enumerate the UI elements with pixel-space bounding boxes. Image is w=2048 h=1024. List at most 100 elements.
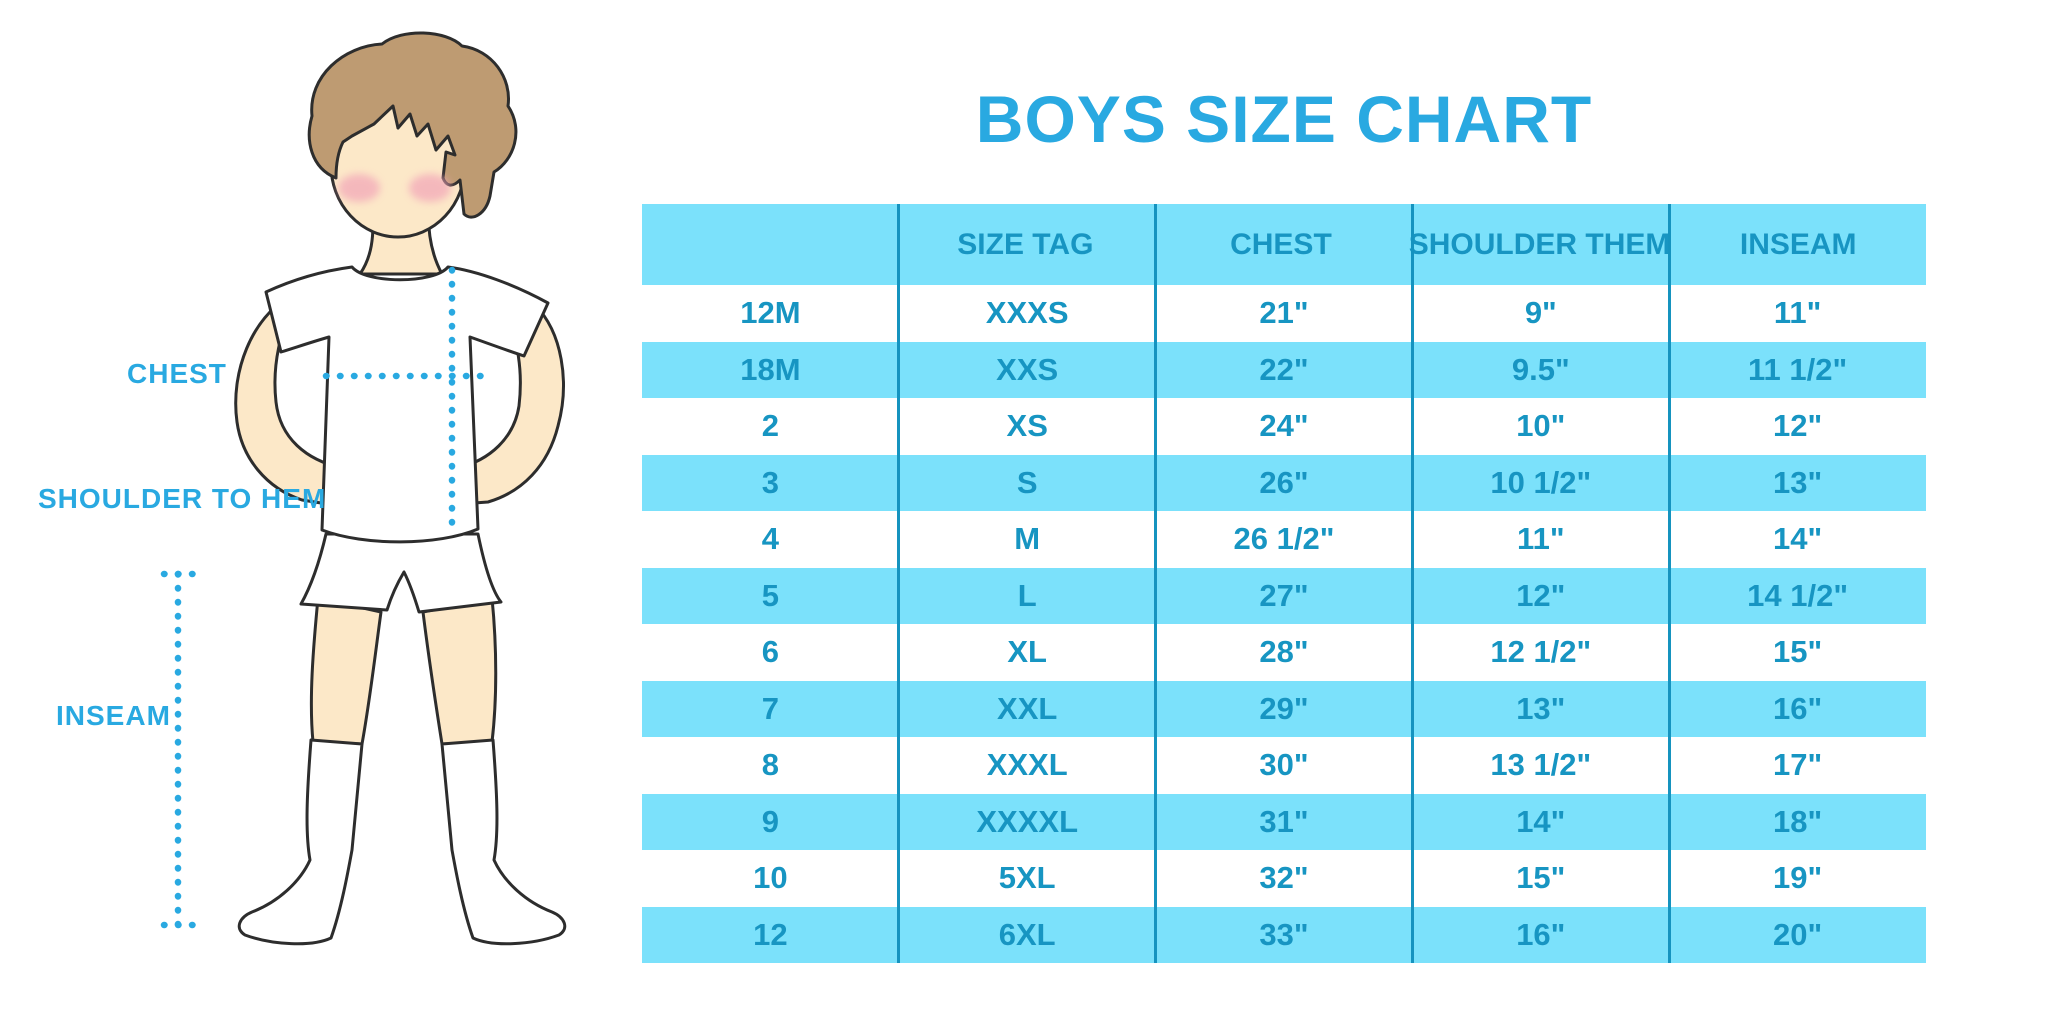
table-cell: 12 1/2" bbox=[1490, 634, 1592, 669]
table-cell: M bbox=[1014, 521, 1041, 556]
table-cell: 28" bbox=[1259, 634, 1309, 669]
table-cell: 10 1/2" bbox=[1490, 464, 1592, 500]
header-cell: INSEAM bbox=[1739, 228, 1857, 261]
table-cell: 31" bbox=[1259, 803, 1309, 839]
table-cell: L bbox=[1017, 577, 1037, 613]
header-cell: SIZE TAG bbox=[957, 228, 1094, 261]
table-row: 10 5XL 32" 15" 19" bbox=[642, 850, 1926, 907]
table-cell: 5XL bbox=[998, 860, 1056, 895]
table-cell: 3 bbox=[761, 464, 780, 500]
chest-label: CHEST bbox=[127, 358, 227, 389]
boy-measurement-figure: CHEST SHOULDER TO HEM INSEAM bbox=[0, 0, 620, 1024]
page-title: BOYS SIZE CHART bbox=[975, 82, 1593, 157]
table-cell: 16" bbox=[1772, 690, 1823, 726]
table-row: 12M XXXS 21" 9" 11" bbox=[642, 285, 1926, 342]
table-cell: 30" bbox=[1259, 747, 1309, 782]
table-cell: 5 bbox=[761, 577, 780, 613]
boy-illustration bbox=[160, 31, 567, 946]
table-cell: XXXS bbox=[985, 295, 1069, 330]
table-cell: 32" bbox=[1259, 860, 1309, 895]
table-cell: 14 1/2" bbox=[1747, 577, 1849, 613]
column-divider bbox=[897, 204, 901, 963]
table-cell: 29" bbox=[1259, 690, 1309, 726]
table-cell: XXXXL bbox=[976, 803, 1079, 839]
header-cell: SHOULDER THEM bbox=[1408, 228, 1671, 261]
table-cell: 6 bbox=[761, 634, 780, 669]
table-cell: 12 bbox=[753, 916, 788, 952]
boy-right-cheek bbox=[409, 174, 451, 202]
shoulder-to-hem-label: SHOULDER TO HEM bbox=[38, 483, 327, 514]
table-row: 18M XXS 22" 9.5" 11 1/2" bbox=[642, 341, 1926, 398]
boy-left-leg bbox=[309, 596, 383, 746]
table-row: 8 XXXL 30" 13 1/2" 17" bbox=[642, 737, 1926, 794]
table-cell: 11 1/2" bbox=[1747, 351, 1848, 387]
table-cell: 6XL bbox=[998, 916, 1056, 952]
table-cell: 24" bbox=[1259, 408, 1309, 443]
table-cell: 18M bbox=[740, 351, 801, 387]
column-divider bbox=[1410, 204, 1414, 963]
table-cell: 12" bbox=[1772, 408, 1823, 443]
table-cell: XS bbox=[1006, 408, 1048, 443]
table-row: 12 6XL 33" 16" 20" bbox=[642, 906, 1926, 963]
table-cell: 14" bbox=[1516, 803, 1566, 839]
column-divider bbox=[1154, 204, 1158, 963]
table-cell: 8 bbox=[761, 747, 780, 782]
table-cell: 14" bbox=[1772, 521, 1823, 556]
table-cell: 13 1/2" bbox=[1490, 747, 1592, 782]
table-cell: 15" bbox=[1772, 634, 1823, 669]
table-row: 9 XXXXL 31" 14" 18" bbox=[642, 793, 1926, 850]
boy-hair bbox=[307, 31, 518, 219]
table-cell: 27" bbox=[1259, 577, 1309, 613]
table-cell: 11" bbox=[1517, 521, 1565, 556]
inseam-label: INSEAM bbox=[56, 700, 171, 731]
boy-shirt bbox=[264, 265, 550, 544]
table-cell: 20" bbox=[1772, 916, 1823, 952]
table-cell: 9 bbox=[761, 803, 780, 839]
table-row: 7 XXL 29" 13" 16" bbox=[642, 680, 1926, 737]
table-cell: 11" bbox=[1773, 295, 1822, 330]
boy-right-sock bbox=[440, 738, 567, 946]
table-cell: XL bbox=[1007, 634, 1047, 669]
table-cell: 19" bbox=[1772, 860, 1823, 895]
table-cell: 2 bbox=[761, 408, 780, 443]
table-cell: 12" bbox=[1516, 577, 1566, 613]
boy-left-sock bbox=[237, 738, 364, 946]
table-row: 6 XL 28" 12 1/2" 15" bbox=[642, 624, 1926, 681]
table-cell: 33" bbox=[1259, 916, 1309, 952]
column-divider bbox=[1667, 204, 1671, 963]
table-row: 5 L 27" 12" 14 1/2" bbox=[642, 567, 1926, 624]
table-row: 2 XS 24" 10" 12" bbox=[642, 398, 1926, 455]
boy-shorts bbox=[299, 532, 503, 614]
header-cell: CHEST bbox=[1230, 228, 1332, 261]
table-cell: 22" bbox=[1259, 351, 1309, 387]
table-cell: 21" bbox=[1259, 295, 1309, 330]
table-header-row: SIZE TAG CHEST SHOULDER THEM INSEAM bbox=[642, 204, 1926, 285]
table-cell: 7 bbox=[761, 690, 780, 726]
table-cell: S bbox=[1016, 464, 1038, 500]
table-cell: 4 bbox=[761, 521, 780, 556]
boy-left-cheek bbox=[338, 174, 380, 202]
table-cell: 17" bbox=[1772, 747, 1823, 782]
table-row: 3 S 26" 10 1/2" 13" bbox=[642, 454, 1926, 511]
boy-right-leg bbox=[421, 596, 498, 746]
table-cell: 10 bbox=[753, 860, 788, 895]
size-table: SIZE TAG CHEST SHOULDER THEM INSEAM 12M XXXS… bbox=[642, 204, 1926, 963]
boy-left-arm bbox=[234, 294, 344, 508]
table-cell: 15" bbox=[1516, 860, 1566, 895]
boy-right-arm bbox=[456, 303, 565, 506]
header-cell bbox=[642, 204, 898, 285]
table-body: 12M XXXS 21" 9" 11" 18M XXS 22" 9.5" 11 1/2" 2 XS 24… bbox=[642, 285, 1926, 963]
table-cell: 9" bbox=[1524, 295, 1557, 330]
table-cell: 9.5" bbox=[1511, 351, 1570, 387]
table-cell: 12M bbox=[740, 295, 801, 330]
table-cell: 16" bbox=[1516, 916, 1566, 952]
table-cell: 18" bbox=[1772, 803, 1823, 839]
table-cell: XXXL bbox=[986, 747, 1068, 782]
table-cell: XXS bbox=[996, 351, 1059, 387]
table-cell: 26" bbox=[1259, 464, 1309, 500]
table-cell: 13" bbox=[1516, 690, 1566, 726]
table-cell: XXL bbox=[997, 690, 1058, 726]
table-row: 4 M 26 1/2" 11" 14" bbox=[642, 511, 1926, 568]
table-cell: 10" bbox=[1516, 408, 1566, 443]
table-cell: 26 1/2" bbox=[1233, 521, 1335, 556]
